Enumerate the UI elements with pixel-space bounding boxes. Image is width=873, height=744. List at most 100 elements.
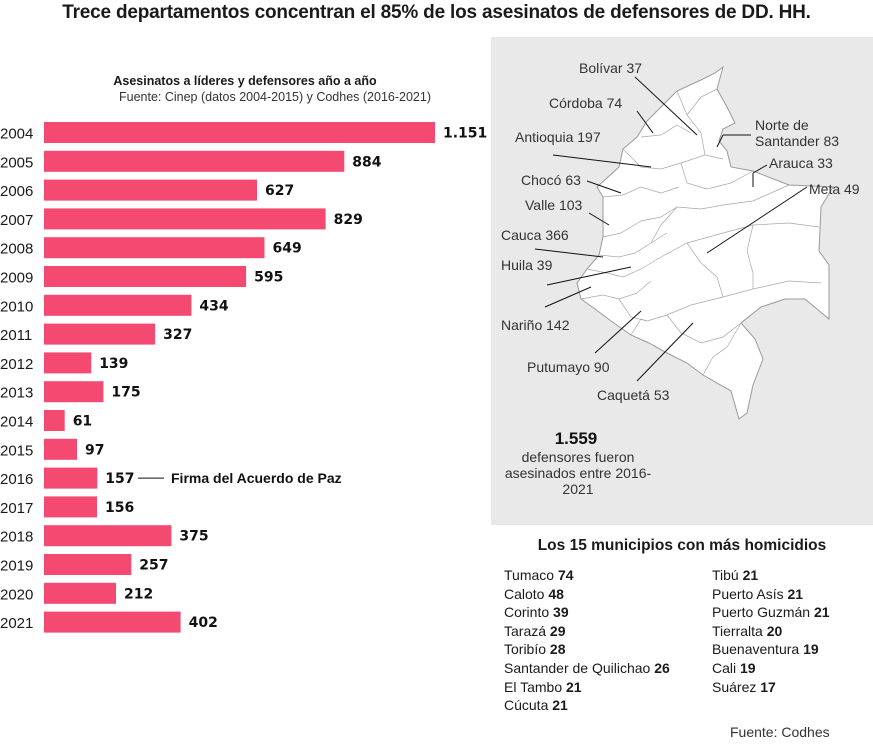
label-cordoba: Córdoba 74 [549, 95, 623, 111]
leader-cauca [534, 248, 604, 258]
municipio-name: Caloto [504, 585, 549, 602]
bar-2009 [44, 266, 247, 287]
municipios-list-right: Tibú 21 Puerto Asís 21 Puerto Guzmán 21 Tie… [712, 566, 830, 696]
bar-2006 [44, 179, 257, 201]
leader-valle [588, 212, 610, 226]
year-label: 2013 [0, 385, 33, 402]
municipio-row: Caloto 48 [504, 585, 670, 604]
annotation-text: Firma del Acuerdo de Paz [171, 470, 342, 486]
year-label: 2020 [0, 586, 33, 603]
municipio-value: 21 [742, 567, 759, 583]
municipio-name: Toribío [504, 641, 550, 658]
label-huila: Huila 39 [501, 257, 553, 273]
year-label: 2006 [0, 183, 33, 200]
colombia-map [534, 65, 834, 420]
bar-2013 [44, 381, 104, 403]
municipio-name: Cali [712, 659, 741, 676]
municipio-row: Tumaco 74 [504, 566, 670, 585]
municipio-row: Tibú 21 [712, 566, 830, 585]
value-label: 829 [334, 212, 363, 228]
leader-arauca [752, 164, 768, 174]
municipio-name: Suárez [712, 678, 761, 695]
year-label: 2017 [0, 500, 33, 517]
municipio-value: 21 [813, 604, 830, 621]
bar-2018 [44, 525, 172, 547]
municipio-name: Puerto Guzmán [712, 604, 814, 621]
leader-cordoba [636, 110, 654, 134]
value-label: 61 [73, 414, 92, 430]
municipio-value: 29 [549, 622, 566, 639]
municipio-value: 28 [549, 641, 566, 658]
leader-caqueta [636, 322, 694, 382]
year-label: 2010 [0, 298, 33, 315]
bar-chart: 2004 1.151 2005 884 2006 627 2007 829 2008 649 200… [0, 122, 487, 633]
label-norte-santander: Norte de Santander 83 [755, 117, 840, 149]
label-choco: Chocó 63 [521, 172, 581, 188]
total-text: defensores fueron asesinados entre 2016-… [504, 449, 652, 497]
bar-2020 [44, 582, 116, 604]
municipio-row: Suárez 17 [712, 678, 830, 697]
municipio-name: Cúcuta [504, 697, 553, 714]
leader-putumayo [594, 310, 642, 354]
municipio-row: Tarazá 29 [504, 622, 670, 641]
department-borders [580, 88, 822, 376]
bar-2007 [44, 208, 326, 230]
value-label: 327 [163, 327, 192, 343]
label-valle: Valle 103 [525, 197, 583, 213]
municipio-value: 48 [548, 585, 564, 602]
municipio-name: Tarazá [504, 622, 550, 639]
municipio-value: 19 [740, 659, 756, 676]
municipio-row: Toribío 28 [504, 640, 670, 659]
municipio-name: Buenaventura [712, 641, 804, 658]
value-label: 595 [254, 270, 283, 286]
value-label: 649 [273, 241, 302, 257]
year-label: 2004 [0, 126, 33, 143]
municipio-row: Cali 19 [712, 659, 830, 678]
value-label: 139 [99, 356, 128, 372]
label-arauca: Arauca 33 [769, 155, 833, 171]
value-label: 402 [189, 615, 218, 631]
leader-narino [544, 286, 592, 308]
leader-huila [546, 266, 632, 286]
value-label: 97 [85, 442, 104, 458]
year-label: 2007 [0, 212, 33, 229]
bar-2019 [44, 554, 132, 575]
bar-2017 [44, 496, 97, 518]
municipios-list-left: Tumaco 74 Caloto 48 Corinto 39 Tarazá 29 Tor… [504, 566, 670, 715]
bar-2005 [44, 150, 345, 172]
year-label: 2012 [0, 356, 33, 373]
leader-lines [534, 76, 808, 382]
municipios-title: Los 15 municipios con más homicidios [537, 537, 827, 554]
chart-title: Asesinatos a líderes y defensores año a … [113, 74, 377, 88]
leader-meta [706, 186, 808, 254]
year-label: 2014 [0, 414, 33, 431]
municipio-name: El Tambo [504, 678, 566, 695]
leader-antioquia [552, 154, 652, 168]
value-label: 434 [199, 298, 228, 314]
bar-2014 [44, 410, 65, 431]
municipio-value: 21 [552, 697, 568, 714]
leader-choco [586, 180, 622, 194]
value-label: 175 [111, 385, 140, 401]
year-label: 2019 [0, 558, 33, 575]
label-narino: Nariño 142 [501, 317, 570, 333]
municipio-name: Tibú [712, 567, 743, 583]
municipio-row: Santander de Quilichao 26 [504, 659, 670, 678]
municipio-name: Corinto [504, 604, 554, 621]
bar-2011 [44, 323, 156, 345]
municipio-name: Santander de Quilichao [504, 659, 655, 676]
municipio-name: Puerto Asís [712, 585, 788, 602]
bar-2012 [44, 352, 92, 374]
bar-2015 [44, 438, 77, 460]
municipio-value: 20 [766, 622, 783, 639]
value-label: 884 [352, 154, 381, 170]
footer-source: Fuente: Codhes [730, 724, 830, 740]
leader-norte-santander-2 [716, 134, 724, 148]
value-label: 1.151 [443, 126, 487, 142]
municipio-value: 21 [787, 585, 804, 602]
total-number: 1.559 [554, 429, 598, 448]
chart-subtitle: Fuente: Cinep (datos 2004-2015) y Codhes… [118, 90, 431, 104]
value-label: 257 [139, 558, 168, 574]
leader-bolivar [634, 76, 698, 136]
municipio-row: Corinto 39 [504, 603, 670, 622]
